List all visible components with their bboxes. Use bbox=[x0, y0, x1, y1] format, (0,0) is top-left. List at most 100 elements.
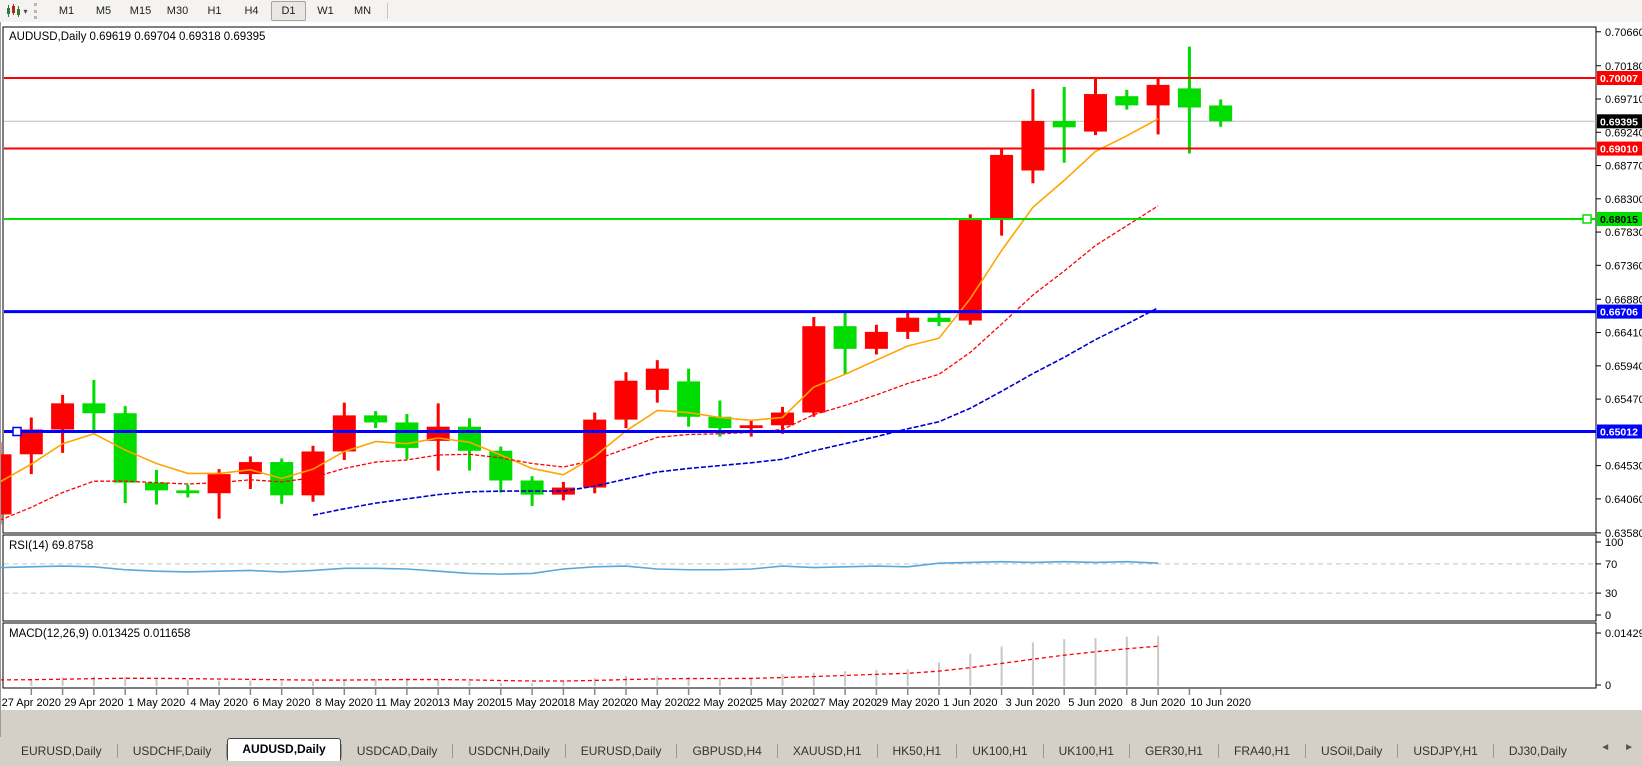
tab-separator bbox=[116, 744, 118, 758]
candle-body-24-apr-2020 bbox=[0, 454, 12, 515]
date-label: 27 Apr 2020 bbox=[2, 697, 61, 709]
timeframe-button-w1[interactable]: W1 bbox=[317, 5, 334, 17]
macd-label: MACD(12,26,9) 0.013425 0.011658 bbox=[9, 628, 190, 640]
chart-tab-usdjpy-h1[interactable]: USDJPY,H1 bbox=[1398, 740, 1493, 762]
candle-body-29-may-2020 bbox=[896, 317, 920, 332]
date-label: 11 May 2020 bbox=[376, 697, 439, 709]
candle-body-8-jun-2020 bbox=[1146, 84, 1170, 106]
candle-body-10-jun-2020 bbox=[1209, 105, 1233, 122]
price-tick-label: 0.70660 bbox=[1605, 27, 1642, 39]
chart-tab-uk100-h1[interactable]: UK100,H1 bbox=[957, 740, 1043, 762]
candle-body-3-may-2020 bbox=[176, 490, 200, 494]
tab-separator bbox=[876, 744, 878, 758]
candlestick-glyph bbox=[7, 4, 21, 17]
price-badge bbox=[1597, 141, 1642, 156]
chart-tab-dj30-daily[interactable]: DJ30,Daily bbox=[1493, 740, 1582, 762]
chart-tab-audusd-daily[interactable]: AUDUSD,Daily bbox=[227, 738, 341, 761]
tabs-scroll-left-icon[interactable]: ◄ bbox=[1600, 742, 1611, 753]
timeframe-toolbar: ▾ M1 M5 M15 M30 H1 H4 D1 W1 MN bbox=[0, 0, 1642, 23]
price-tick-label: 0.70180 bbox=[1605, 61, 1642, 73]
chart-tab-fra40-h1[interactable]: FRA40,H1 bbox=[1218, 740, 1306, 762]
price-tick-label: 0.68770 bbox=[1605, 161, 1642, 173]
hline-handle[interactable] bbox=[1582, 214, 1592, 224]
price-badge bbox=[1597, 211, 1642, 226]
chart-tab-usdcad-daily[interactable]: USDCAD,Daily bbox=[341, 740, 453, 762]
candle-body-8-may-2020 bbox=[332, 415, 356, 452]
chart-tab-uk100-h1[interactable]: UK100,H1 bbox=[1043, 740, 1129, 762]
tab-separator bbox=[1128, 744, 1130, 758]
date-label: 6 May 2020 bbox=[253, 697, 310, 709]
candle-body-19-may-2020 bbox=[614, 380, 638, 420]
chart-tab-usoil-daily[interactable]: USOil,Daily bbox=[1306, 740, 1398, 762]
price-tick-label: 0.64530 bbox=[1605, 461, 1642, 473]
toolbar-grip[interactable] bbox=[34, 3, 42, 19]
chart-tab-xauusd-h1[interactable]: XAUUSD,H1 bbox=[777, 740, 877, 762]
chevron-down-icon: ▾ bbox=[23, 6, 28, 16]
date-label: 27 May 2020 bbox=[813, 697, 877, 709]
chart-tab-gbpusd-h4[interactable]: GBPUSD,H4 bbox=[677, 740, 777, 762]
tab-separator bbox=[226, 744, 228, 758]
date-label: 8 Jun 2020 bbox=[1131, 697, 1185, 709]
chart-tab-eurusd-daily[interactable]: EURUSD,Daily bbox=[6, 740, 117, 762]
timeframe-button-d1[interactable]: D1 bbox=[271, 1, 306, 21]
date-label: 3 Jun 2020 bbox=[1006, 697, 1060, 709]
chart-tab-usdcnh-daily[interactable]: USDCNH,Daily bbox=[453, 740, 565, 762]
candle-body-27-apr-2020 bbox=[19, 429, 43, 455]
date-label: 22 May 2020 bbox=[688, 697, 752, 709]
ma-slow-line bbox=[312, 307, 1159, 516]
price-tick-label: 0.65940 bbox=[1605, 361, 1642, 373]
candle-body-28-may-2020 bbox=[864, 331, 888, 349]
candle-body-4-jun-2020 bbox=[1052, 120, 1076, 128]
candlestick-chart-icon[interactable]: ▾ bbox=[4, 2, 30, 20]
date-label: 13 May 2020 bbox=[438, 697, 502, 709]
timeframe-button-h1[interactable]: H1 bbox=[207, 5, 222, 17]
candle-body-1-may-2020 bbox=[145, 482, 168, 491]
timeframe-button-mn[interactable]: MN bbox=[353, 5, 372, 17]
candle-body-20-may-2020 bbox=[645, 368, 669, 390]
hline-handle[interactable] bbox=[12, 426, 22, 437]
rsi-panel-frame bbox=[2, 534, 1597, 622]
tab-separator bbox=[452, 744, 454, 758]
chart-tabs: EURUSD,Daily USDCHF,Daily AUDUSD,Daily USDC… bbox=[6, 738, 1582, 762]
timeframe-button-m1[interactable]: M1 bbox=[58, 5, 75, 17]
tab-separator bbox=[1217, 744, 1219, 758]
chart-window[interactable]: AUDUSD,Daily 0.69619 0.69704 0.69318 0.6… bbox=[0, 22, 1642, 737]
candle-body-18-may-2020 bbox=[583, 419, 607, 488]
candle-body-28-apr-2020 bbox=[51, 403, 75, 430]
candle-body-10-may-2020 bbox=[364, 415, 388, 423]
candle-body-15-may-2020 bbox=[520, 480, 544, 495]
timeframe-button-h4[interactable]: H4 bbox=[244, 5, 259, 17]
candle-body-26-may-2020 bbox=[802, 326, 826, 413]
date-label: 5 Jun 2020 bbox=[1068, 697, 1122, 709]
rsi-tick-label: 100 bbox=[1605, 537, 1623, 549]
chart-bottom-strip bbox=[1, 710, 1642, 737]
price-badge-label: 0.65012 bbox=[1600, 427, 1638, 439]
price-tick-label: 0.66880 bbox=[1605, 294, 1642, 306]
tab-separator bbox=[564, 744, 566, 758]
date-label: 29 Apr 2020 bbox=[64, 697, 123, 709]
timeframe-button-m30[interactable]: M30 bbox=[166, 5, 189, 17]
chart-tab-usdchf-daily[interactable]: USDCHF,Daily bbox=[117, 740, 227, 762]
price-tick-label: 0.63580 bbox=[1605, 528, 1642, 540]
price-chart-canvas[interactable]: AUDUSD,Daily 0.69619 0.69704 0.69318 0.6… bbox=[0, 22, 1642, 737]
chart-tab-eurusd-daily[interactable]: EURUSD,Daily bbox=[565, 740, 677, 762]
chart-tab-ger30-h1[interactable]: GER30,H1 bbox=[1129, 740, 1218, 762]
rsi-tick-label: 70 bbox=[1605, 559, 1617, 571]
rsi-label: RSI(14) 69.8758 bbox=[9, 540, 93, 552]
ma-mid-line bbox=[0, 205, 1159, 521]
price-tick-label: 0.64060 bbox=[1605, 494, 1642, 506]
price-tick-label: 0.68300 bbox=[1605, 194, 1642, 206]
price-badge bbox=[1597, 71, 1642, 85]
tabs-scroll-right-icon[interactable]: ► bbox=[1624, 742, 1634, 753]
chart-tab-hk50-h1[interactable]: HK50,H1 bbox=[877, 740, 957, 762]
timeframe-button-m5[interactable]: M5 bbox=[95, 5, 112, 17]
ma-fast-line bbox=[0, 118, 1159, 483]
candle-body-3-jun-2020 bbox=[1021, 120, 1045, 171]
price-badge bbox=[1597, 114, 1642, 129]
price-badge-label: 0.66706 bbox=[1600, 307, 1638, 319]
rsi-line bbox=[0, 560, 1159, 575]
timeframe-button-m15[interactable]: M15 bbox=[129, 5, 152, 17]
rsi-tick-label: 0 bbox=[1605, 610, 1611, 622]
tab-separator bbox=[776, 744, 778, 758]
macd-tick-label: 0 bbox=[1605, 680, 1611, 692]
